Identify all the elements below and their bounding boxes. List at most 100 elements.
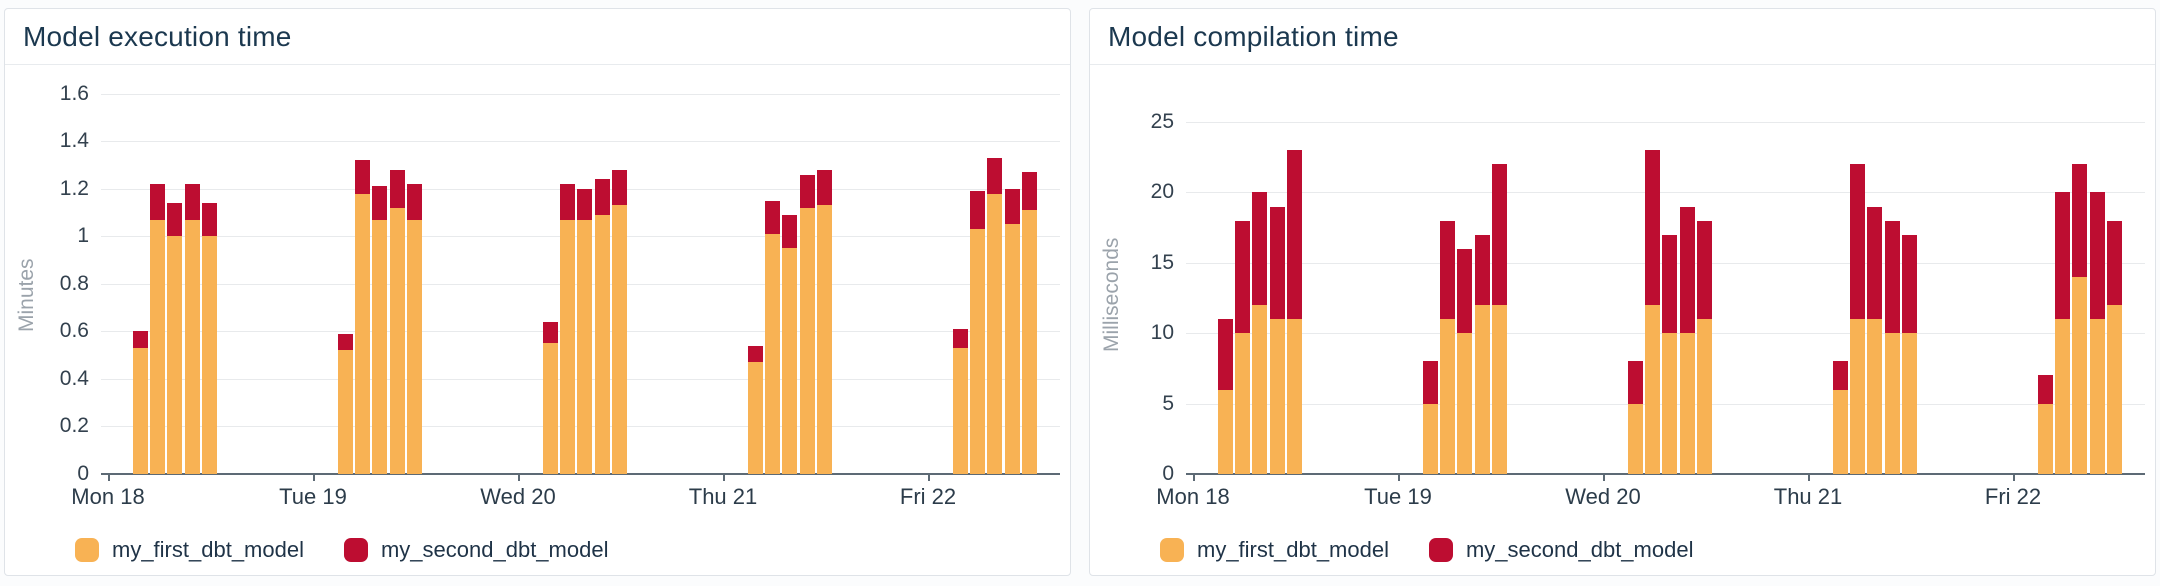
bar-segment-my_first_dbt_model[interactable]: [970, 229, 986, 474]
bar-segment-my_second_dbt_model[interactable]: [782, 214, 798, 249]
bar-segment-my_second_dbt_model[interactable]: [1884, 220, 1900, 334]
bar-segment-my_first_dbt_model[interactable]: [1474, 305, 1490, 474]
bar-segment-my_second_dbt_model[interactable]: [372, 186, 388, 220]
bar-segment-my_second_dbt_model[interactable]: [611, 169, 627, 206]
bar-segment-my_first_dbt_model[interactable]: [2072, 276, 2088, 474]
bar-segment-my_second_dbt_model[interactable]: [184, 184, 200, 220]
bar-segment-my_first_dbt_model[interactable]: [372, 219, 388, 474]
bar-segment-my_second_dbt_model[interactable]: [1474, 234, 1490, 306]
bar-segment-my_first_dbt_model[interactable]: [765, 233, 781, 474]
bar-segment-my_first_dbt_model[interactable]: [406, 219, 422, 474]
bar-segment-my_second_dbt_model[interactable]: [1679, 206, 1695, 334]
bar-segment-my_first_dbt_model[interactable]: [1218, 389, 1233, 474]
bar-segment-my_first_dbt_model[interactable]: [748, 362, 763, 474]
bar-segment-my_second_dbt_model[interactable]: [816, 169, 832, 206]
bar-segment-my_first_dbt_model[interactable]: [1457, 333, 1473, 474]
bar-segment-my_first_dbt_model[interactable]: [2089, 319, 2105, 474]
bar-segment-my_second_dbt_model[interactable]: [1867, 206, 1883, 320]
bar-segment-my_second_dbt_model[interactable]: [748, 345, 763, 363]
bar-segment-my_second_dbt_model[interactable]: [2055, 192, 2071, 320]
bar-segment-my_first_dbt_model[interactable]: [2038, 403, 2053, 474]
bar-segment-my_second_dbt_model[interactable]: [1662, 234, 1678, 334]
bar-segment-my_second_dbt_model[interactable]: [799, 174, 815, 208]
bar-segment-my_first_dbt_model[interactable]: [1696, 319, 1712, 474]
bar-segment-my_second_dbt_model[interactable]: [560, 184, 576, 220]
bar-segment-my_second_dbt_model[interactable]: [577, 188, 593, 220]
bar-segment-my_second_dbt_model[interactable]: [355, 160, 371, 194]
bar-segment-my_first_dbt_model[interactable]: [1286, 319, 1302, 474]
bar-segment-my_first_dbt_model[interactable]: [389, 207, 405, 474]
bar-segment-my_second_dbt_model[interactable]: [1628, 361, 1643, 404]
bar-segment-my_first_dbt_model[interactable]: [1662, 333, 1678, 474]
bar-segment-my_first_dbt_model[interactable]: [1269, 319, 1285, 474]
bar-segment-my_first_dbt_model[interactable]: [953, 348, 968, 474]
bar-segment-my_first_dbt_model[interactable]: [543, 343, 558, 474]
bar-segment-my_first_dbt_model[interactable]: [1884, 333, 1900, 474]
bar-segment-my_first_dbt_model[interactable]: [611, 205, 627, 474]
bar-segment-my_second_dbt_model[interactable]: [167, 203, 183, 237]
bar-segment-my_first_dbt_model[interactable]: [2055, 319, 2071, 474]
legend-item[interactable]: my_first_dbt_model: [1160, 537, 1389, 563]
legend-item[interactable]: my_first_dbt_model: [75, 537, 304, 563]
bar-segment-my_second_dbt_model[interactable]: [970, 191, 986, 230]
bar-segment-my_first_dbt_model[interactable]: [1440, 319, 1456, 474]
bar-segment-my_second_dbt_model[interactable]: [1235, 220, 1251, 334]
bar-segment-my_second_dbt_model[interactable]: [133, 331, 148, 349]
bar-segment-my_second_dbt_model[interactable]: [389, 169, 405, 208]
bar-segment-my_second_dbt_model[interactable]: [150, 184, 166, 220]
bar-segment-my_second_dbt_model[interactable]: [1833, 361, 1848, 390]
bar-segment-my_second_dbt_model[interactable]: [338, 333, 353, 351]
bar-segment-my_first_dbt_model[interactable]: [2106, 305, 2122, 474]
bar-segment-my_first_dbt_model[interactable]: [150, 219, 166, 474]
bar-segment-my_first_dbt_model[interactable]: [201, 236, 217, 474]
bar-segment-my_first_dbt_model[interactable]: [1235, 333, 1251, 474]
bar-segment-my_first_dbt_model[interactable]: [577, 219, 593, 474]
bar-segment-my_second_dbt_model[interactable]: [1021, 172, 1037, 211]
bar-segment-my_first_dbt_model[interactable]: [1491, 305, 1507, 474]
bar-segment-my_second_dbt_model[interactable]: [1269, 206, 1285, 320]
bar-segment-my_first_dbt_model[interactable]: [1850, 319, 1866, 474]
bar-segment-my_first_dbt_model[interactable]: [1423, 403, 1438, 474]
bar-segment-my_second_dbt_model[interactable]: [765, 200, 781, 234]
bar-segment-my_first_dbt_model[interactable]: [1645, 305, 1661, 474]
bar-segment-my_first_dbt_model[interactable]: [560, 219, 576, 474]
bar-segment-my_second_dbt_model[interactable]: [201, 203, 217, 237]
bar-segment-my_first_dbt_model[interactable]: [1833, 389, 1848, 474]
bar-segment-my_first_dbt_model[interactable]: [594, 214, 610, 474]
bar-segment-my_first_dbt_model[interactable]: [1901, 333, 1917, 474]
bar-segment-my_first_dbt_model[interactable]: [167, 236, 183, 474]
bar-segment-my_first_dbt_model[interactable]: [133, 348, 148, 474]
legend-item[interactable]: my_second_dbt_model: [343, 537, 608, 563]
bar-segment-my_second_dbt_model[interactable]: [1440, 220, 1456, 320]
bar-segment-my_first_dbt_model[interactable]: [1004, 224, 1020, 474]
bar-segment-my_second_dbt_model[interactable]: [2106, 220, 2122, 306]
legend-item[interactable]: my_second_dbt_model: [1428, 537, 1693, 563]
bar-segment-my_first_dbt_model[interactable]: [987, 193, 1003, 474]
bar-segment-my_second_dbt_model[interactable]: [1004, 188, 1020, 225]
bar-segment-my_first_dbt_model[interactable]: [1252, 305, 1268, 474]
bar-segment-my_first_dbt_model[interactable]: [1021, 210, 1037, 474]
bar-segment-my_second_dbt_model[interactable]: [543, 321, 558, 344]
bar-segment-my_first_dbt_model[interactable]: [799, 207, 815, 474]
bar-segment-my_second_dbt_model[interactable]: [987, 157, 1003, 194]
bar-segment-my_second_dbt_model[interactable]: [1645, 150, 1661, 306]
bar-segment-my_first_dbt_model[interactable]: [1867, 319, 1883, 474]
bar-segment-my_second_dbt_model[interactable]: [2089, 192, 2105, 320]
bar-segment-my_second_dbt_model[interactable]: [1491, 164, 1507, 306]
bar-segment-my_second_dbt_model[interactable]: [2072, 164, 2088, 277]
bar-segment-my_first_dbt_model[interactable]: [338, 350, 353, 474]
bar-segment-my_second_dbt_model[interactable]: [1901, 234, 1917, 334]
bar-segment-my_second_dbt_model[interactable]: [1252, 192, 1268, 306]
bar-segment-my_second_dbt_model[interactable]: [1286, 150, 1302, 320]
bar-segment-my_second_dbt_model[interactable]: [1696, 220, 1712, 320]
bar-segment-my_first_dbt_model[interactable]: [355, 193, 371, 474]
bar-segment-my_second_dbt_model[interactable]: [406, 184, 422, 220]
bar-segment-my_second_dbt_model[interactable]: [2038, 375, 2053, 404]
bar-segment-my_second_dbt_model[interactable]: [953, 329, 968, 349]
bar-segment-my_first_dbt_model[interactable]: [184, 219, 200, 474]
bar-segment-my_second_dbt_model[interactable]: [1850, 164, 1866, 320]
bar-segment-my_first_dbt_model[interactable]: [816, 205, 832, 474]
bar-segment-my_first_dbt_model[interactable]: [782, 248, 798, 474]
bar-segment-my_first_dbt_model[interactable]: [1679, 333, 1695, 474]
bar-segment-my_second_dbt_model[interactable]: [1457, 248, 1473, 334]
